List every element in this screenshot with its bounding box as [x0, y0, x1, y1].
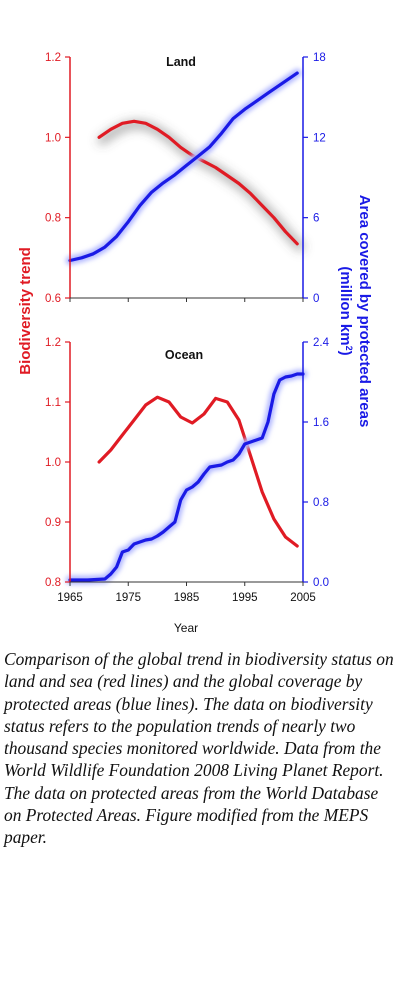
ocean-protected-area-glow	[65, 369, 308, 585]
x-tick-label: 2005	[290, 592, 316, 604]
land-right-ticks: 0 6 12 18	[303, 52, 326, 305]
ocean-biodiversity-line	[97, 395, 299, 548]
left-tick-label: 0.8	[45, 577, 61, 589]
land-left-ticks: 0.6 0.8 1.0 1.2	[45, 52, 70, 305]
right-tick-label: 0.0	[313, 577, 329, 589]
ocean-series	[65, 369, 308, 585]
left-tick-label: 1.2	[45, 52, 61, 64]
left-tick-label: 0.9	[45, 517, 61, 529]
figure-caption: Comparison of the global trend in biodiv…	[4, 649, 394, 848]
biodiversity-protected-areas-figure: 0.6 0.8 1.0 1.2 0 6 12 18 Land 0.8 0.9 1.0 1.1 1.2…	[17, 52, 373, 635]
right-tick-label: 2.4	[313, 337, 330, 349]
x-tick-label: 1995	[232, 592, 258, 604]
right-axis-unit-sup: 2	[344, 346, 354, 351]
left-tick-label: 0.8	[45, 213, 61, 225]
ocean-right-ticks: 0.0 0.8 1.6 2.4	[303, 337, 330, 589]
left-tick-label: 0.6	[45, 293, 61, 305]
left-tick-label: 1.0	[45, 132, 61, 144]
ocean-panel: 0.8 0.9 1.0 1.1 1.2 0.0 0.8 1.6 2.4 1965 1975 198…	[45, 337, 330, 604]
land-panel: 0.6 0.8 1.0 1.2 0 6 12 18 Land	[45, 52, 326, 305]
ocean-panel-title: Ocean	[165, 348, 203, 362]
x-tick-label: 1985	[174, 592, 200, 604]
ocean-protected-area-line	[68, 372, 305, 582]
x-tick-label: 1965	[57, 592, 83, 604]
land-panel-title: Land	[166, 55, 196, 69]
ocean-x-ticks: 1965 1975 1985 1995 2005	[57, 592, 316, 604]
x-tick-label: 1975	[115, 592, 141, 604]
left-axis-label: Biodiversity trend	[17, 247, 34, 375]
right-tick-label: 18	[313, 52, 326, 64]
right-axis-unit-label: (million km2)	[337, 266, 354, 355]
x-axis-label: Year	[174, 621, 198, 635]
right-axis-label: Area covered by protected areas	[356, 195, 373, 428]
right-tick-label: 0	[313, 293, 319, 305]
ocean-left-ticks: 0.8 0.9 1.0 1.1 1.2	[45, 337, 70, 589]
land-series	[65, 68, 305, 265]
left-tick-label: 1.0	[45, 457, 61, 469]
right-tick-label: 6	[313, 213, 319, 225]
right-tick-label: 12	[313, 132, 326, 144]
right-axis-unit-suffix: )	[337, 351, 354, 356]
left-tick-label: 1.2	[45, 337, 61, 349]
land-protected-area-line	[68, 71, 299, 263]
right-tick-label: 0.8	[313, 497, 329, 509]
right-tick-label: 1.6	[313, 417, 329, 429]
land-biodiversity-shadow	[97, 119, 305, 252]
right-axis-unit-prefix: (million km	[337, 266, 354, 345]
left-tick-label: 1.1	[45, 397, 61, 409]
